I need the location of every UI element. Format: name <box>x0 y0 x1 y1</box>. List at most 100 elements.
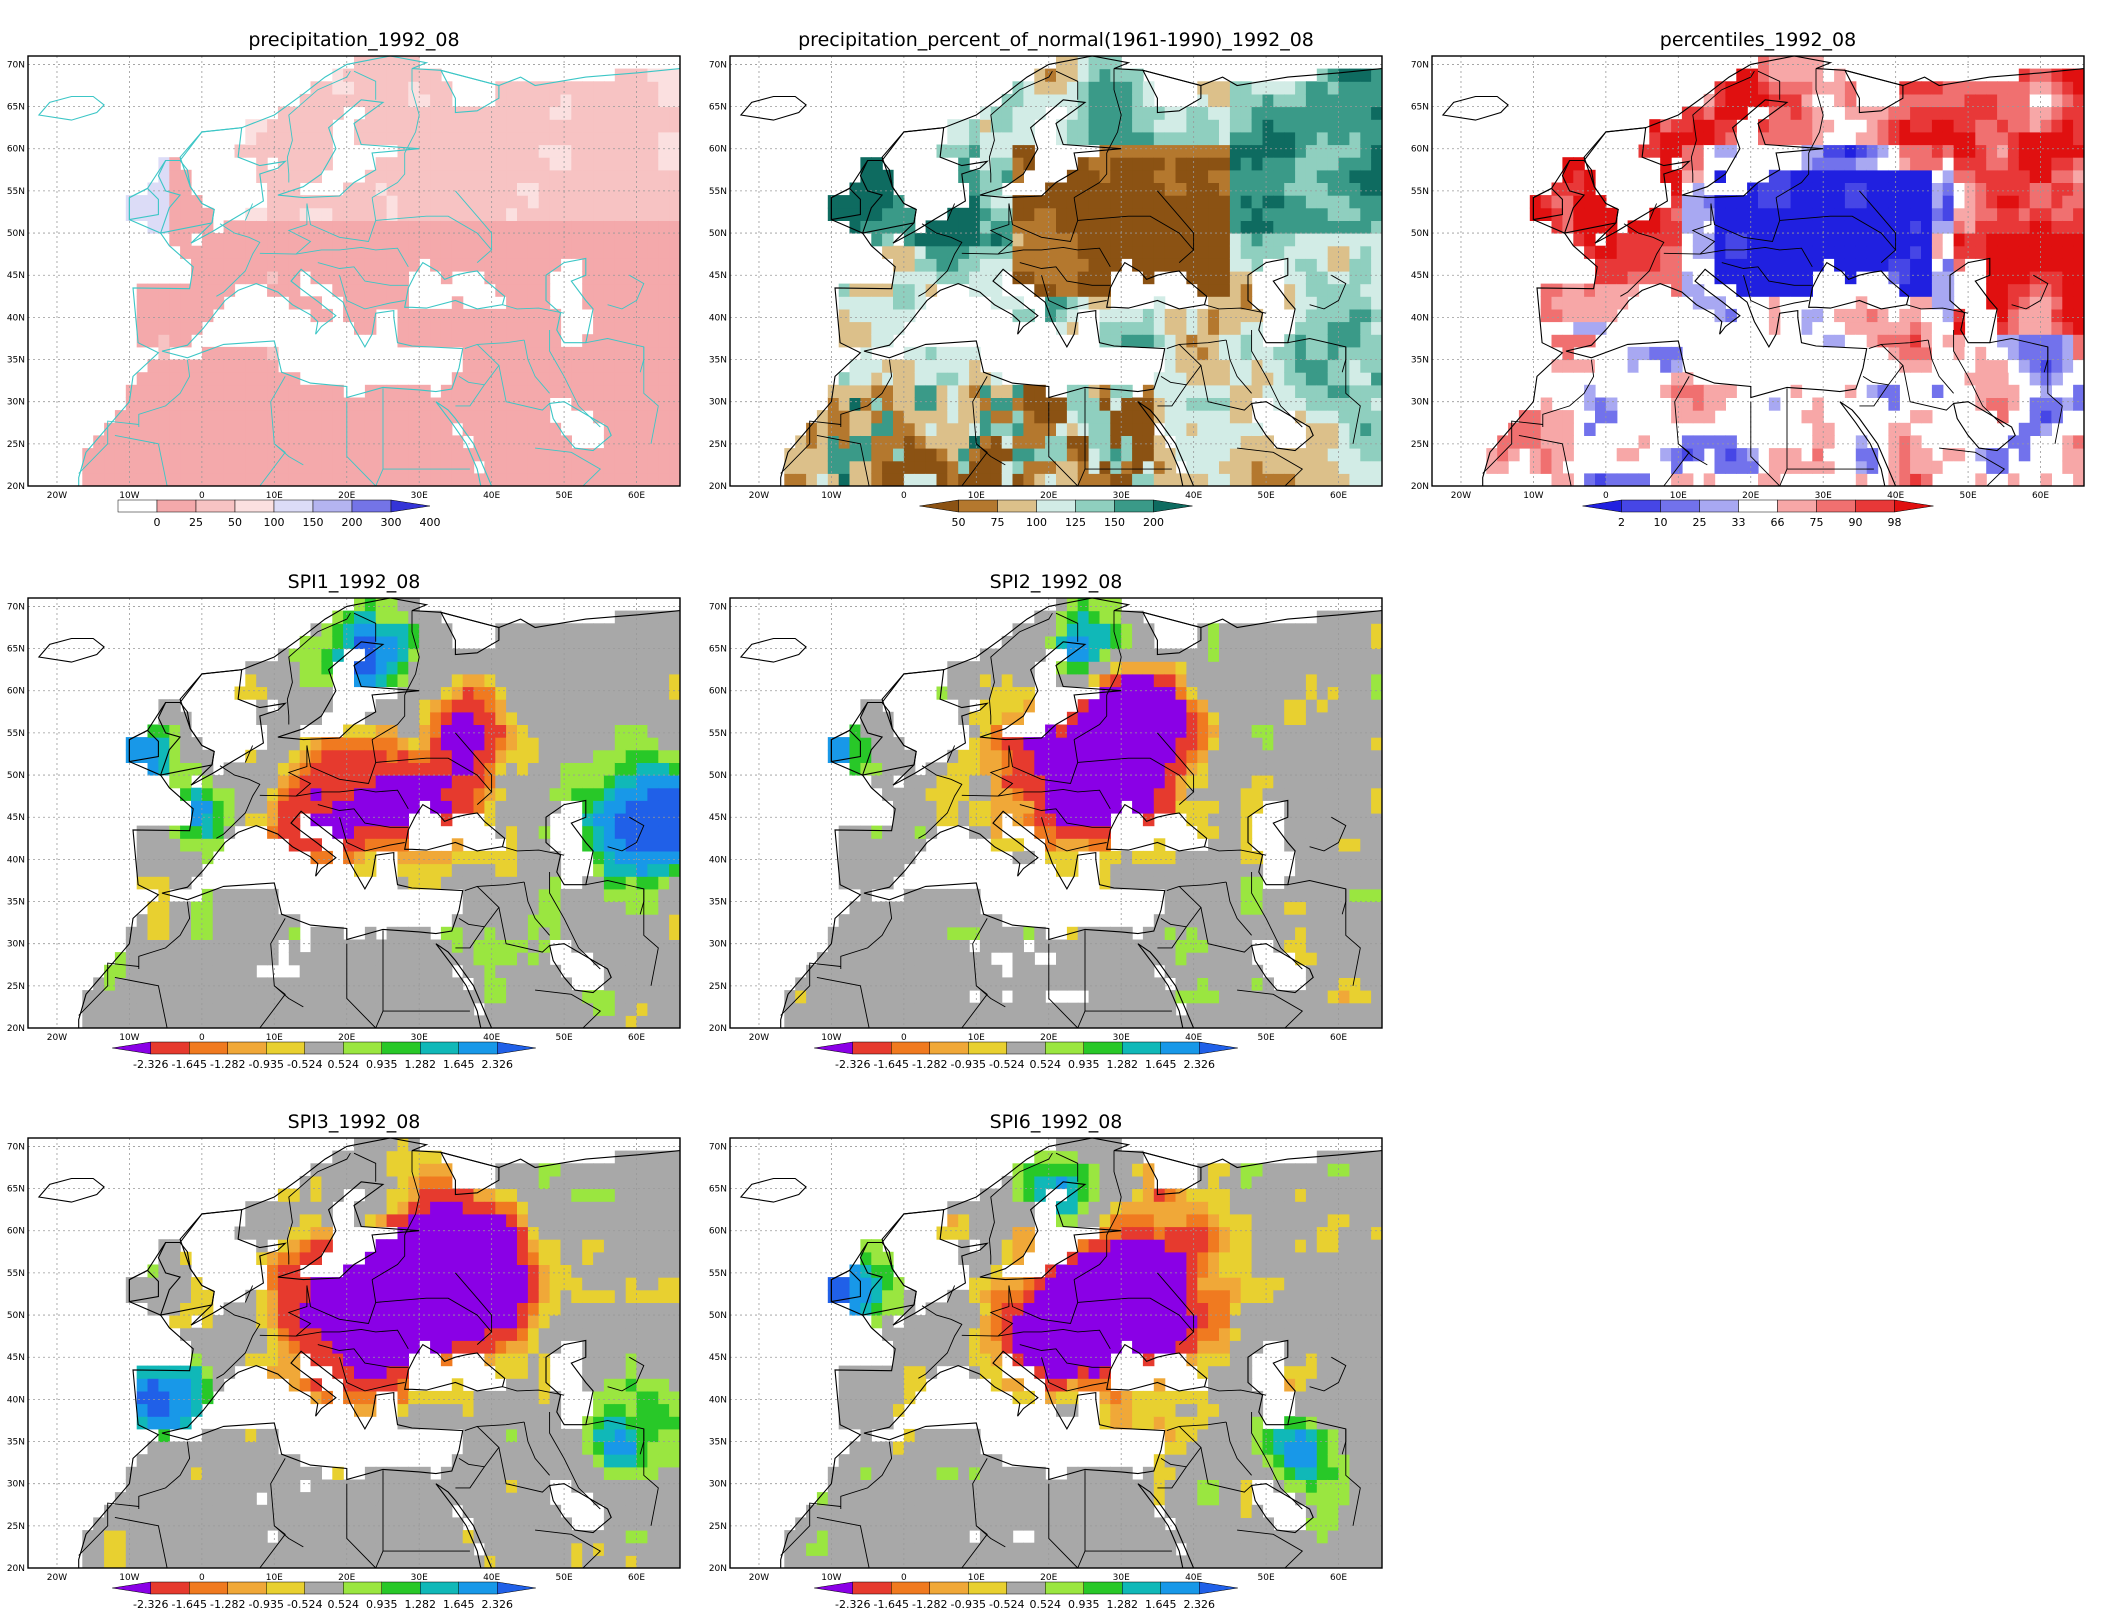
field-cell <box>658 157 670 171</box>
field-cell <box>1921 296 1933 310</box>
field-cell <box>1692 144 1705 158</box>
field-cell <box>288 838 301 852</box>
field-cell <box>1703 157 1716 171</box>
field-cell <box>440 207 453 221</box>
lon-tick-label: 0 <box>1603 491 1609 501</box>
field-cell <box>1001 207 1014 221</box>
field-cell <box>1251 182 1264 196</box>
field-cell <box>979 182 992 196</box>
field-cell <box>1142 207 1155 221</box>
field-cell <box>1790 93 1803 108</box>
field-cell <box>397 131 409 146</box>
field-cell <box>527 648 540 662</box>
field-cell <box>603 207 616 221</box>
field-cell <box>1229 195 1242 209</box>
field-cell <box>527 800 540 814</box>
field-cell <box>1251 144 1264 158</box>
field-cell <box>614 359 627 373</box>
legend-swatch <box>1855 499 1895 513</box>
field-cell <box>462 106 475 120</box>
field-cell <box>1175 334 1187 348</box>
field-cell <box>430 623 442 637</box>
field-cell <box>364 813 377 827</box>
field-cell <box>484 813 496 827</box>
field-cell <box>1649 359 1661 373</box>
field-cell <box>527 258 540 272</box>
panel-title: percentiles_1992_08 <box>1660 29 1856 51</box>
field-cell <box>1801 131 1813 146</box>
field-cell <box>506 901 518 915</box>
field-cell <box>288 686 301 700</box>
field-cell <box>288 207 301 221</box>
field-cell <box>969 245 981 259</box>
field-cell <box>2051 410 2063 424</box>
field-cell <box>1142 144 1155 158</box>
field-cell <box>1273 93 1285 108</box>
field-cell <box>969 410 981 424</box>
field-cell <box>451 410 464 424</box>
field-cell <box>364 473 377 486</box>
field-cell <box>473 372 485 386</box>
field-cell <box>1208 81 1220 95</box>
field-cell <box>299 1015 312 1028</box>
field-cell <box>669 182 680 196</box>
legend-tick-label: 400 <box>420 516 441 529</box>
field-cell <box>408 724 420 738</box>
field-cell <box>1327 119 1340 133</box>
field-cell <box>1964 372 1976 386</box>
field-cell <box>125 977 138 991</box>
field-cell <box>484 359 496 373</box>
field-cell <box>593 233 605 247</box>
field-cell <box>1099 435 1111 449</box>
field-cell <box>658 308 670 323</box>
field-cell <box>625 888 638 903</box>
field-cell <box>332 473 344 486</box>
field-cell <box>1056 397 1068 411</box>
field-cell <box>288 397 301 411</box>
field-cell <box>1175 195 1187 209</box>
field-cell <box>1153 334 1166 348</box>
field-cell <box>625 800 638 814</box>
field-cell <box>310 157 322 171</box>
field-cell <box>2029 144 2042 158</box>
lon-tick-label: 0 <box>199 491 205 501</box>
field-cell <box>223 926 236 940</box>
field-cell <box>658 81 670 95</box>
field-cell <box>527 762 540 776</box>
field-cell <box>1153 296 1166 310</box>
field-cell <box>2051 296 2063 310</box>
field-cell <box>430 1002 442 1016</box>
field-cell <box>1360 397 1372 411</box>
field-cell <box>267 435 279 449</box>
field-cell <box>2029 372 2042 386</box>
field-cell <box>1801 258 1813 272</box>
field-cell <box>495 422 507 436</box>
panel-title: SPI1_1992_08 <box>288 571 421 593</box>
field-cell <box>1110 258 1122 272</box>
field-cell <box>408 850 420 865</box>
field-cell <box>430 749 442 763</box>
field-cell <box>1012 144 1024 158</box>
field-cell <box>158 296 170 310</box>
field-cell <box>1316 372 1329 386</box>
field-cell <box>430 850 442 865</box>
field-cell <box>1186 131 1198 146</box>
field-cell <box>1262 220 1274 234</box>
field-cell <box>1844 220 1857 234</box>
field-cell <box>1779 93 1792 108</box>
field-cell <box>321 762 333 776</box>
field-cell <box>2073 359 2084 373</box>
field-cell <box>1975 195 1987 209</box>
field-cell <box>1132 422 1144 436</box>
field-cell <box>158 473 170 486</box>
field-cell <box>625 977 638 991</box>
field-cell <box>882 372 894 386</box>
field-cell <box>1866 195 1879 209</box>
field-cell <box>408 144 420 158</box>
field-cell <box>1088 106 1101 120</box>
field-cell <box>136 914 149 928</box>
field-cell <box>1725 460 1737 474</box>
field-cell <box>1692 283 1705 297</box>
field-cell <box>1262 473 1274 486</box>
field-cell <box>147 321 159 335</box>
